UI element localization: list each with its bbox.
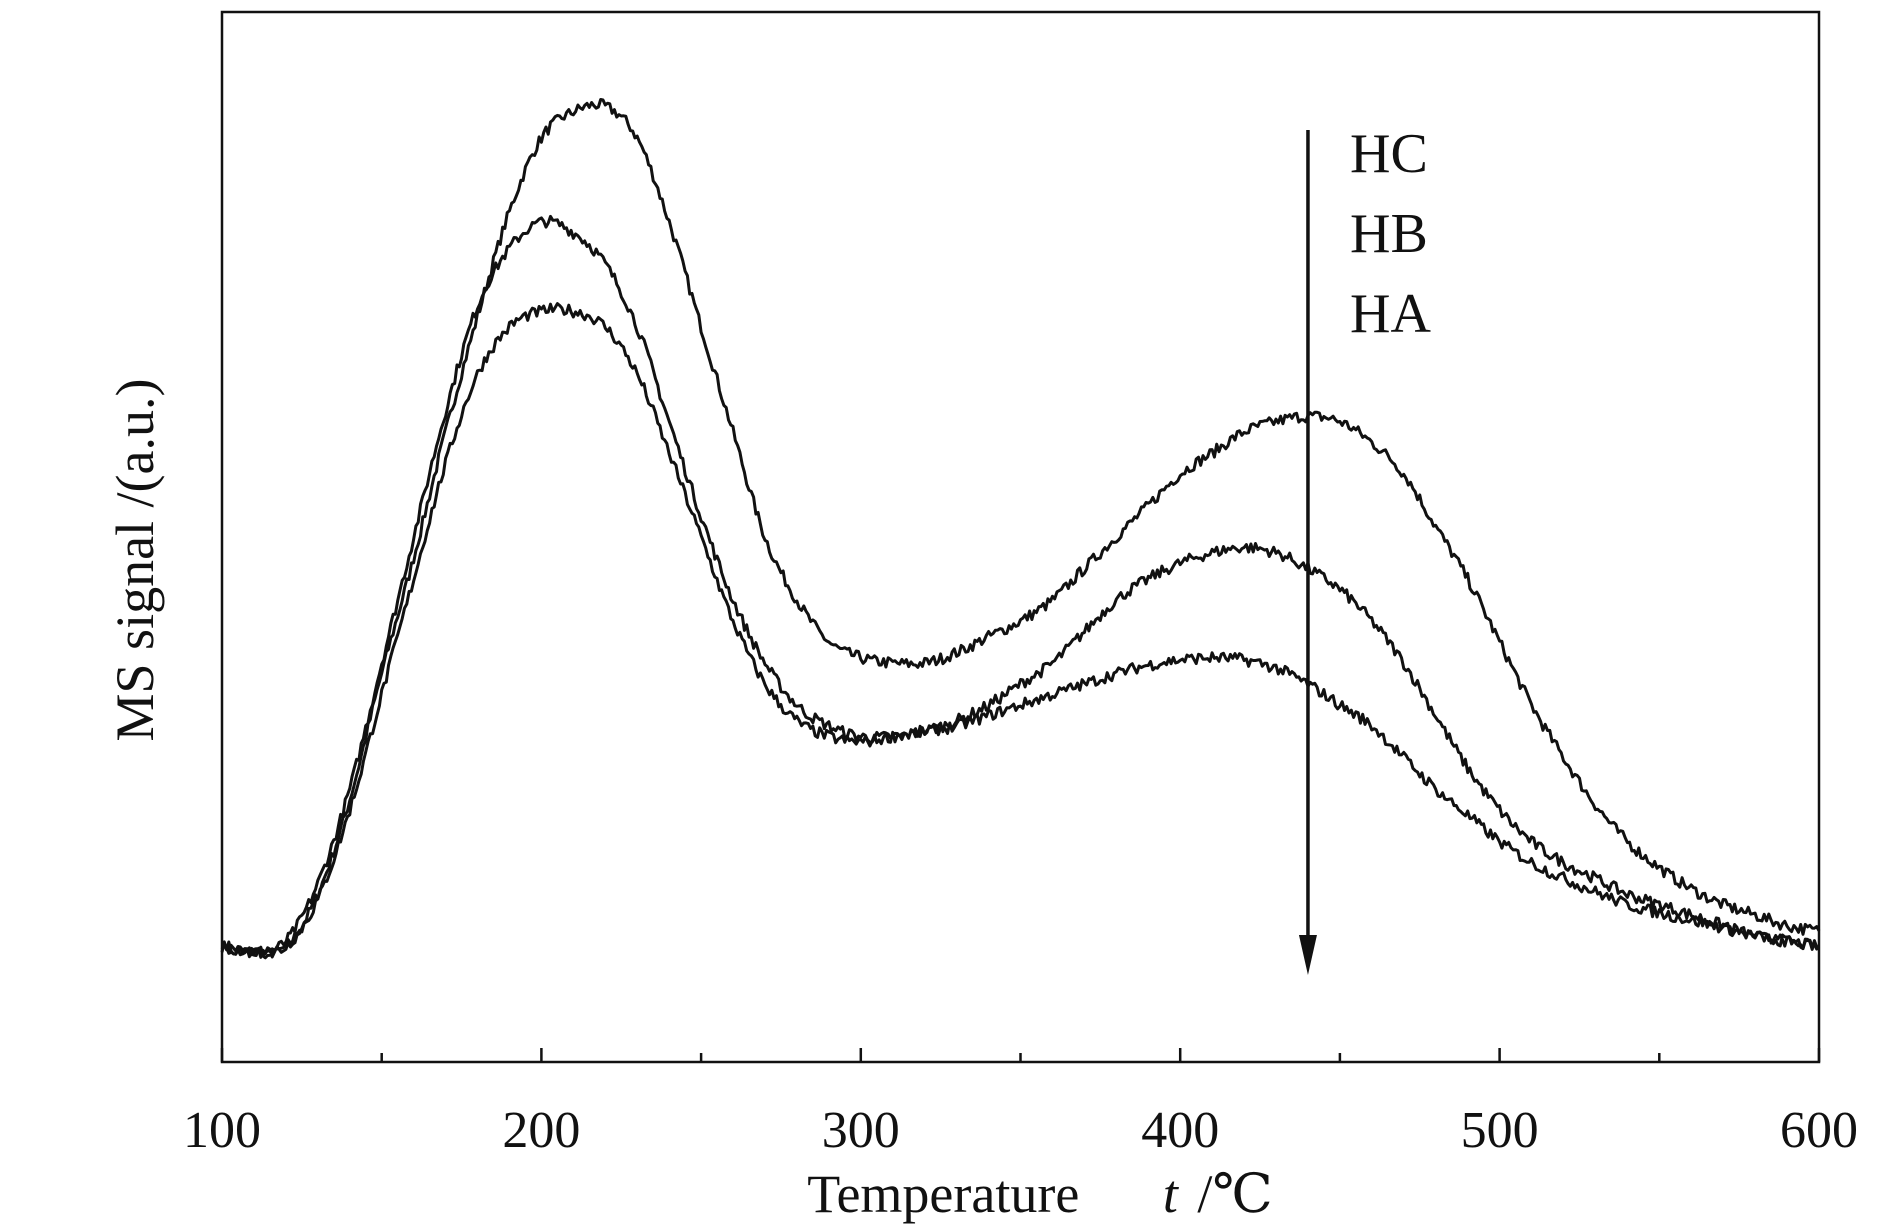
series-line-hb (220, 214, 1820, 957)
series-layer (220, 98, 1821, 960)
x-axis-title: Temperature t /℃ (807, 1164, 1273, 1224)
legend-label-ha: HA (1350, 283, 1431, 345)
x-axis-ticks: 100 200 300 400 500 600 (183, 1048, 1858, 1159)
x-tick-label: 200 (502, 1102, 580, 1159)
legend-label-hc: HC (1350, 123, 1428, 185)
x-tick-label: 100 (183, 1102, 261, 1159)
x-tick-label: 300 (822, 1102, 900, 1159)
x-axis-title-text: Temperature (807, 1164, 1079, 1224)
series-line-hc (220, 98, 1821, 959)
x-axis-title-symbol: t (1163, 1164, 1180, 1224)
plot-frame (220, 10, 1821, 1064)
x-tick-label: 600 (1780, 1102, 1858, 1159)
legend-label-hb: HB (1350, 203, 1428, 265)
annotation-layer: HC HB HA (1298, 123, 1431, 975)
series-line-ha (221, 302, 1821, 960)
arrow-head (1298, 935, 1317, 975)
y-axis-title: MS signal /(a.u.) (105, 379, 165, 742)
x-tick-label: 400 (1141, 1102, 1219, 1159)
x-axis-title-unit: /℃ (1197, 1164, 1272, 1224)
x-tick-label: 500 (1461, 1102, 1539, 1159)
plot-area (220, 10, 1821, 1064)
